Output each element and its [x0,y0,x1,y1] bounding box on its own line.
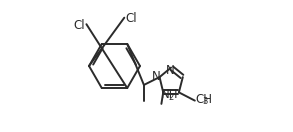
Text: NH: NH [161,88,179,101]
Text: 2: 2 [168,93,173,102]
Text: 3: 3 [202,96,207,105]
Text: Cl: Cl [74,19,85,32]
Text: N: N [166,64,174,77]
Text: N: N [152,70,161,83]
Text: CH: CH [196,93,213,107]
Text: Cl: Cl [125,12,137,25]
